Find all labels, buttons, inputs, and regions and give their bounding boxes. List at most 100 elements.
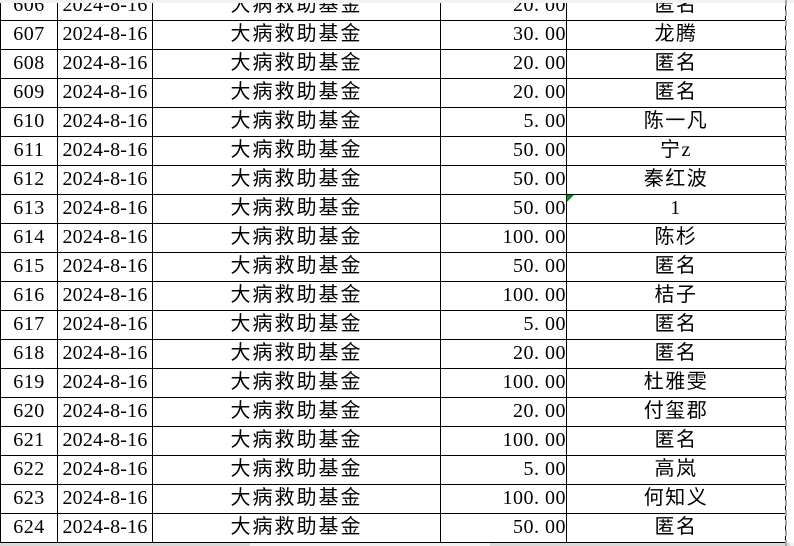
cell-amount[interactable]: 50. 00 — [440, 165, 567, 195]
cell-fund[interactable]: 大病救助基金 — [152, 252, 441, 282]
cell-date[interactable]: 2024-8-16 — [57, 223, 153, 253]
cell-date[interactable]: 2024-8-16 — [57, 484, 153, 514]
cell-amount[interactable]: 100. 00 — [440, 484, 567, 514]
cell-fund[interactable]: 大病救助基金 — [152, 281, 441, 311]
cell-date[interactable]: 2024-8-16 — [57, 49, 153, 79]
cell-amount[interactable]: 30. 00 — [440, 20, 567, 50]
cell-amount[interactable]: 20. 00 — [440, 0, 567, 21]
cell-name[interactable]: 1 — [566, 194, 786, 224]
cell-amount[interactable]: 20. 00 — [440, 78, 567, 108]
cell-name[interactable]: 陈杉 — [566, 223, 786, 253]
cell-fund[interactable]: 大病救助基金 — [152, 339, 441, 369]
cell-name[interactable]: 匿名 — [566, 339, 786, 369]
cell-name[interactable]: 匿名 — [566, 252, 786, 282]
cell-date[interactable]: 2024-8-16 — [57, 310, 153, 340]
cell-index[interactable]: 613 — [0, 194, 58, 224]
cell-name[interactable]: 杜雅雯 — [566, 368, 786, 398]
cell-date[interactable]: 2024-8-16 — [57, 20, 153, 50]
cell-date[interactable]: 2024-8-16 — [57, 78, 153, 108]
cell-date[interactable]: 2024-8-16 — [57, 107, 153, 137]
cell-date[interactable]: 2024-8-16 — [57, 252, 153, 282]
cell-name[interactable]: 陈一凡 — [566, 107, 786, 137]
table-row[interactable]: 610 2024-8-16 大病救助基金 5. 00 陈一凡 — [0, 107, 786, 137]
table-row[interactable]: 613 2024-8-16 大病救助基金 50. 00 1 — [0, 194, 786, 224]
cell-name[interactable]: 秦红波 — [566, 165, 786, 195]
cell-index[interactable]: 615 — [0, 252, 58, 282]
cell-name[interactable]: 何知义 — [566, 484, 786, 514]
cell-fund[interactable]: 大病救助基金 — [152, 513, 441, 543]
cell-name[interactable]: 龙腾 — [566, 20, 786, 50]
cell-amount[interactable]: 100. 00 — [440, 426, 567, 456]
cell-date[interactable]: 2024-8-16 — [57, 339, 153, 369]
cell-fund[interactable]: 大病救助基金 — [152, 165, 441, 195]
cell-date[interactable]: 2024-8-16 — [57, 136, 153, 166]
table-row[interactable]: 621 2024-8-16 大病救助基金 100. 00 匿名 — [0, 426, 786, 456]
table-row[interactable]: 623 2024-8-16 大病救助基金 100. 00 何知义 — [0, 484, 786, 514]
cell-amount[interactable]: 5. 00 — [440, 455, 567, 485]
cell-date[interactable]: 2024-8-16 — [57, 281, 153, 311]
cell-index[interactable]: 606 — [0, 0, 58, 21]
cell-fund[interactable]: 大病救助基金 — [152, 368, 441, 398]
cell-amount[interactable]: 5. 00 — [440, 310, 567, 340]
cell-fund[interactable]: 大病救助基金 — [152, 484, 441, 514]
cell-name[interactable]: 桔子 — [566, 281, 786, 311]
cell-name[interactable]: 匿名 — [566, 49, 786, 79]
cell-index[interactable]: 624 — [0, 513, 58, 543]
table-row[interactable]: 616 2024-8-16 大病救助基金 100. 00 桔子 — [0, 281, 786, 311]
cell-amount[interactable]: 50. 00 — [440, 136, 567, 166]
cell-name[interactable]: 匿名 — [566, 310, 786, 340]
cell-fund[interactable]: 大病救助基金 — [152, 223, 441, 253]
cell-amount[interactable]: 100. 00 — [440, 223, 567, 253]
cell-amount[interactable]: 50. 00 — [440, 194, 567, 224]
cell-fund[interactable]: 大病救助基金 — [152, 0, 441, 21]
cell-amount[interactable]: 20. 00 — [440, 397, 567, 427]
cell-amount[interactable]: 50. 00 — [440, 513, 567, 543]
cell-name[interactable]: 宁z — [566, 136, 786, 166]
cell-index[interactable]: 618 — [0, 339, 58, 369]
cell-date[interactable]: 2024-8-16 — [57, 194, 153, 224]
cell-amount[interactable]: 20. 00 — [440, 49, 567, 79]
table-row[interactable]: 612 2024-8-16 大病救助基金 50. 00 秦红波 — [0, 165, 786, 195]
table-row[interactable]: 615 2024-8-16 大病救助基金 50. 00 匿名 — [0, 252, 786, 282]
cell-index[interactable]: 616 — [0, 281, 58, 311]
cell-name[interactable]: 匿名 — [566, 0, 786, 21]
cell-date[interactable]: 2024-8-16 — [57, 165, 153, 195]
cell-amount[interactable]: 100. 00 — [440, 368, 567, 398]
cell-fund[interactable]: 大病救助基金 — [152, 20, 441, 50]
table-row[interactable]: 608 2024-8-16 大病救助基金 20. 00 匿名 — [0, 49, 786, 79]
cell-amount[interactable]: 100. 00 — [440, 281, 567, 311]
cell-date[interactable]: 2024-8-16 — [57, 0, 153, 21]
cell-index[interactable]: 610 — [0, 107, 58, 137]
cell-index[interactable]: 622 — [0, 455, 58, 485]
cell-amount[interactable]: 5. 00 — [440, 107, 567, 137]
cell-fund[interactable]: 大病救助基金 — [152, 107, 441, 137]
cell-fund[interactable]: 大病救助基金 — [152, 310, 441, 340]
cell-index[interactable]: 614 — [0, 223, 58, 253]
cell-index[interactable]: 607 — [0, 20, 58, 50]
cell-name[interactable]: 匿名 — [566, 426, 786, 456]
cell-name[interactable]: 付玺郡 — [566, 397, 786, 427]
table-row[interactable]: 611 2024-8-16 大病救助基金 50. 00 宁z — [0, 136, 786, 166]
cell-fund[interactable]: 大病救助基金 — [152, 397, 441, 427]
table-row[interactable]: 618 2024-8-16 大病救助基金 20. 00 匿名 — [0, 339, 786, 369]
cell-index[interactable]: 617 — [0, 310, 58, 340]
cell-fund[interactable]: 大病救助基金 — [152, 49, 441, 79]
table-row[interactable]: 624 2024-8-16 大病救助基金 50. 00 匿名 — [0, 513, 786, 543]
table-row[interactable]: 622 2024-8-16 大病救助基金 5. 00 高岚 — [0, 455, 786, 485]
cell-index[interactable]: 612 — [0, 165, 58, 195]
table-row[interactable]: 607 2024-8-16 大病救助基金 30. 00 龙腾 — [0, 20, 786, 50]
cell-fund[interactable]: 大病救助基金 — [152, 78, 441, 108]
table-row[interactable]: 606 2024-8-16 大病救助基金 20. 00 匿名 — [0, 0, 786, 21]
cell-name[interactable]: 匿名 — [566, 513, 786, 543]
cell-fund[interactable]: 大病救助基金 — [152, 194, 441, 224]
cell-date[interactable]: 2024-8-16 — [57, 426, 153, 456]
cell-name[interactable]: 匿名 — [566, 78, 786, 108]
cell-index[interactable]: 619 — [0, 368, 58, 398]
cell-date[interactable]: 2024-8-16 — [57, 368, 153, 398]
cell-fund[interactable]: 大病救助基金 — [152, 136, 441, 166]
table-row[interactable]: 619 2024-8-16 大病救助基金 100. 00 杜雅雯 — [0, 368, 786, 398]
cell-index[interactable]: 621 — [0, 426, 58, 456]
cell-amount[interactable]: 20. 00 — [440, 339, 567, 369]
cell-date[interactable]: 2024-8-16 — [57, 513, 153, 543]
cell-name[interactable]: 高岚 — [566, 455, 786, 485]
